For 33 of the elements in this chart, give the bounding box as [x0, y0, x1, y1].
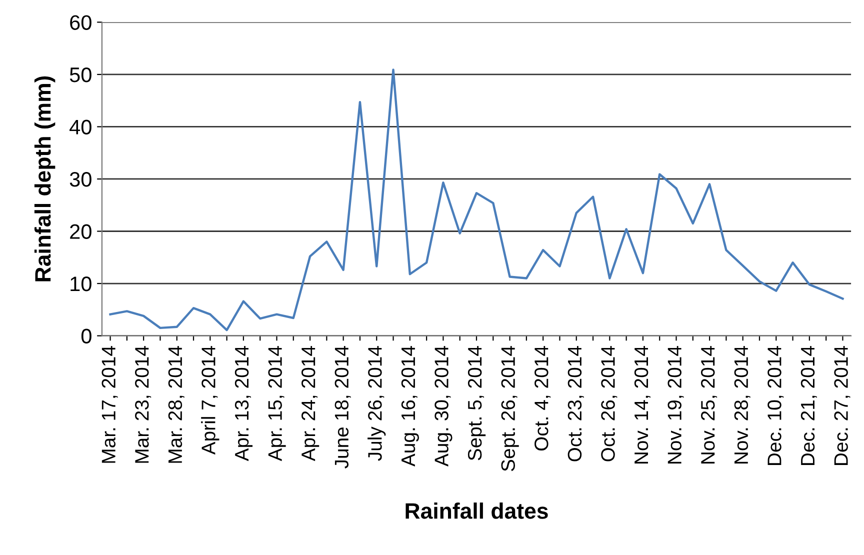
x-tick-label: Apr. 13, 2014 [234, 346, 253, 462]
x-tick-label: Nov. 19, 2014 [668, 346, 684, 464]
x-tick-label: Sept. 26, 2014 [501, 346, 519, 472]
x-tick-label: Nov. 14, 2014 [634, 346, 650, 464]
y-tick-label: 30 [70, 172, 92, 187]
x-tick-label: Nov. 25, 2014 [700, 346, 718, 464]
x-tick-label: Mar. 17, 2014 [102, 346, 118, 463]
x-tick-label: Aug. 30, 2014 [434, 346, 452, 467]
x-tick-label: Oct. 23, 2014 [568, 346, 584, 462]
x-tick-label: Apr. 24, 2014 [301, 346, 320, 462]
x-tick-label: Dec. 10, 2014 [768, 346, 784, 465]
y-axis-title: Rainfall depth (mm) [34, 76, 56, 282]
x-tick-label: Apr. 15, 2014 [268, 346, 286, 462]
y-tick-label: 40 [70, 120, 92, 134]
x-tick-label: Oct. 4, 2014 [534, 346, 551, 450]
x-tick-label: Dec. 21, 2014 [800, 346, 817, 465]
x-tick-label: Oct. 26, 2014 [601, 346, 618, 462]
y-tick-label: 20 [70, 224, 92, 240]
y-tick-label: 50 [70, 67, 92, 82]
y-tick-label: 10 [70, 276, 92, 292]
x-tick-label: April 7, 2014 [201, 346, 220, 455]
x-tick-label: Sept. 5, 2014 [468, 346, 486, 460]
x-tick-label: Dec. 27, 2014 [834, 346, 850, 465]
y-tick-label: 60 [70, 15, 92, 30]
x-tick-label: Nov. 28, 2014 [734, 346, 750, 464]
y-tick-label: 0 [81, 328, 92, 344]
x-tick-label: June 18, 2014 [334, 346, 351, 468]
x-tick-label: Aug. 16, 2014 [401, 346, 419, 467]
line-series [109, 68, 844, 332]
x-tick-label: Mar. 28, 2014 [168, 346, 184, 463]
x-tick-label: July 26, 2014 [368, 346, 386, 461]
x-tick-label: Mar. 23, 2014 [135, 346, 152, 463]
x-axis-title: Rainfall dates [406, 502, 548, 519]
